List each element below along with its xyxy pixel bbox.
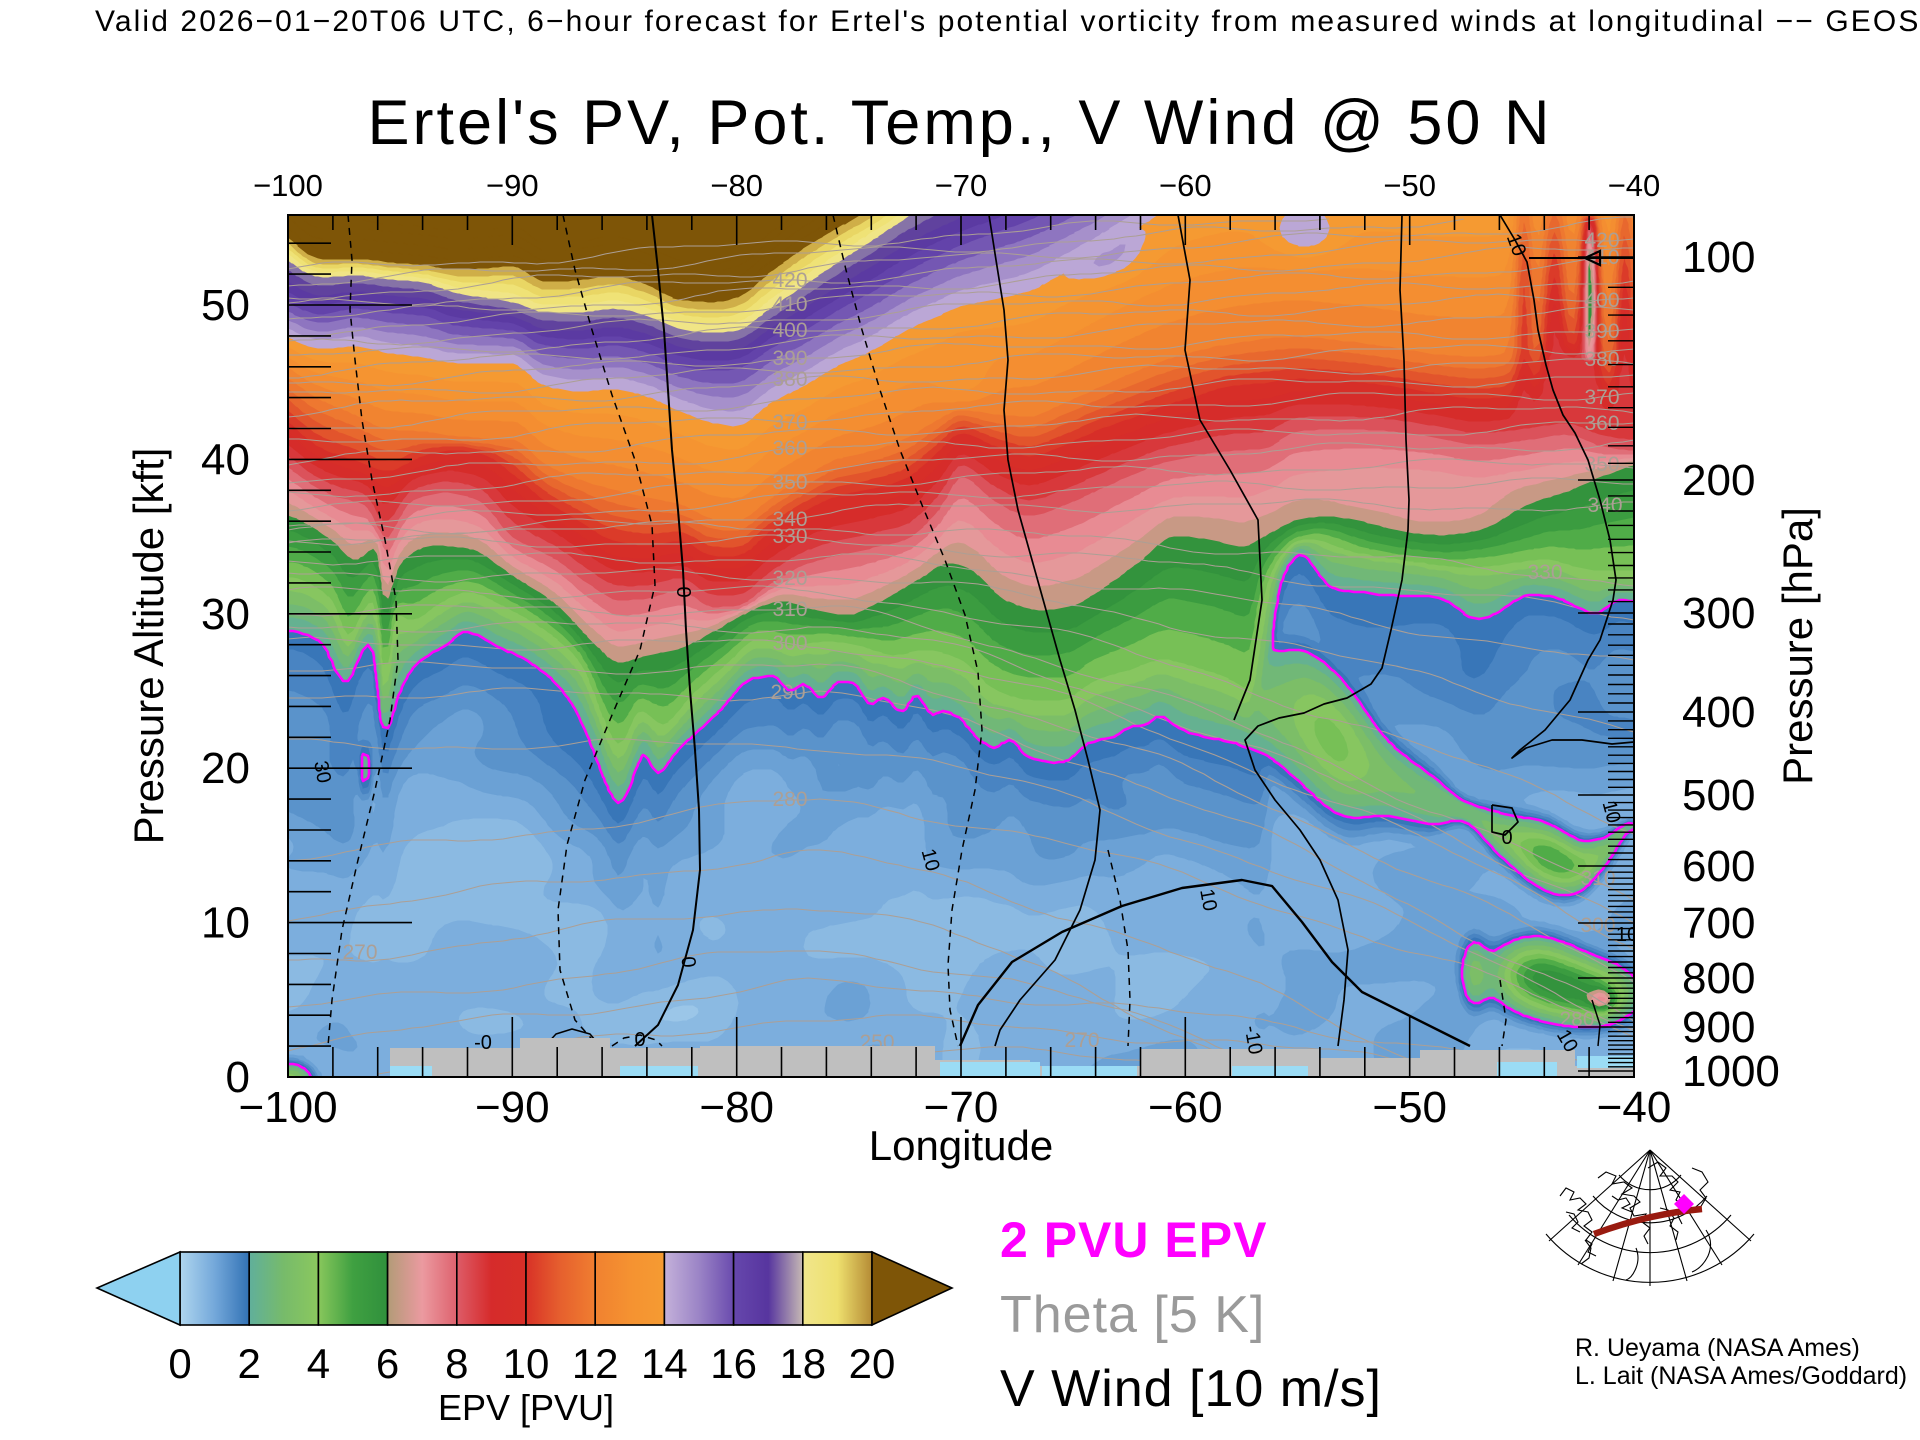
- svg-text:Pressure [hPa]: Pressure [hPa]: [1774, 507, 1821, 785]
- svg-text:12: 12: [572, 1340, 619, 1387]
- svg-text:330: 330: [1527, 561, 1562, 584]
- svg-text:Ertel's PV, Pot. Temp., V Wind: Ertel's PV, Pot. Temp., V Wind @ 50 N: [368, 88, 1553, 158]
- svg-text:350: 350: [772, 471, 807, 494]
- svg-text:270: 270: [1064, 1029, 1099, 1052]
- svg-text:−90: −90: [475, 1083, 550, 1132]
- svg-text:360: 360: [772, 437, 807, 460]
- svg-text:1000: 1000: [1682, 1047, 1780, 1096]
- svg-text:10: 10: [503, 1340, 550, 1387]
- svg-text:Theta [5 K]: Theta [5 K]: [1000, 1286, 1265, 1344]
- svg-text:−50: −50: [1383, 168, 1436, 203]
- svg-text:−70: −70: [924, 1083, 999, 1132]
- svg-text:−60: −60: [1159, 168, 1212, 203]
- svg-text:410: 410: [772, 293, 807, 316]
- svg-text:390: 390: [1584, 320, 1619, 343]
- svg-text:Valid 2026−01−20T06 UTC, 6−hou: Valid 2026−01−20T06 UTC, 6−hour forecast…: [95, 5, 1920, 38]
- svg-text:0: 0: [168, 1340, 191, 1387]
- svg-text:380: 380: [1584, 348, 1619, 371]
- svg-text:16: 16: [710, 1340, 757, 1387]
- svg-text:10: 10: [201, 899, 250, 948]
- svg-text:370: 370: [1584, 386, 1619, 409]
- svg-text:420: 420: [772, 269, 807, 292]
- svg-text:300: 300: [772, 632, 807, 655]
- svg-text:−100: −100: [253, 168, 323, 203]
- svg-text:−50: −50: [1372, 1083, 1447, 1132]
- svg-text:20: 20: [849, 1340, 896, 1387]
- svg-text:2: 2: [238, 1340, 261, 1387]
- svg-text:800: 800: [1682, 954, 1755, 1003]
- svg-text:−40: −40: [1608, 168, 1661, 203]
- svg-text:400: 400: [1584, 289, 1619, 312]
- svg-text:−40: −40: [1597, 1083, 1672, 1132]
- svg-text:−60: −60: [1148, 1083, 1223, 1132]
- svg-text:300: 300: [1682, 589, 1755, 638]
- svg-text:0: 0: [1501, 827, 1512, 849]
- svg-text:380: 380: [772, 368, 807, 391]
- svg-text:900: 900: [1682, 1003, 1755, 1052]
- svg-text:18: 18: [779, 1340, 826, 1387]
- svg-text:10: 10: [1195, 887, 1221, 913]
- svg-text:370: 370: [772, 411, 807, 434]
- svg-text:−90: −90: [486, 168, 539, 203]
- svg-text:340: 340: [1587, 494, 1622, 517]
- svg-text:Pressure Altitude [kft]: Pressure Altitude [kft]: [125, 448, 172, 845]
- svg-text:8: 8: [445, 1340, 468, 1387]
- svg-text:270: 270: [342, 941, 377, 964]
- svg-text:200: 200: [1682, 456, 1755, 505]
- svg-text:Longitude: Longitude: [869, 1122, 1054, 1169]
- svg-text:2 PVU EPV: 2 PVU EPV: [1000, 1212, 1267, 1268]
- svg-text:−70: −70: [935, 168, 988, 203]
- svg-text:20: 20: [201, 744, 250, 793]
- svg-text:340: 340: [772, 508, 807, 531]
- svg-text:500: 500: [1682, 771, 1755, 820]
- svg-text:40: 40: [201, 435, 250, 484]
- svg-text:−100: −100: [238, 1083, 337, 1132]
- svg-text:420: 420: [1584, 229, 1619, 252]
- svg-text:30: 30: [309, 759, 335, 785]
- svg-text:0: 0: [226, 1053, 250, 1102]
- svg-text:300: 300: [1580, 914, 1615, 937]
- svg-text:EPV [PVU]: EPV [PVU]: [438, 1387, 614, 1428]
- svg-text:-0: -0: [474, 1032, 492, 1054]
- svg-text:6: 6: [376, 1340, 399, 1387]
- svg-text:320: 320: [772, 567, 807, 590]
- svg-text:14: 14: [641, 1340, 688, 1387]
- svg-text:280: 280: [772, 788, 807, 811]
- svg-text:0: 0: [672, 586, 694, 597]
- svg-text:400: 400: [772, 319, 807, 342]
- svg-text:−80: −80: [699, 1083, 774, 1132]
- svg-text:400: 400: [1682, 688, 1755, 737]
- svg-text:−80: −80: [710, 168, 763, 203]
- svg-text:R. Ueyama (NASA Ames): R. Ueyama (NASA Ames): [1575, 1334, 1860, 1362]
- svg-text:V Wind [10 m/s]: V Wind [10 m/s]: [1000, 1360, 1382, 1418]
- svg-text:360: 360: [1584, 412, 1619, 435]
- svg-text:600: 600: [1682, 842, 1755, 891]
- svg-text:30: 30: [201, 590, 250, 639]
- svg-text:L. Lait (NASA Ames/Goddard): L. Lait (NASA Ames/Goddard): [1575, 1362, 1907, 1390]
- svg-text:4: 4: [307, 1340, 330, 1387]
- svg-text:330: 330: [772, 525, 807, 548]
- svg-text:0: 0: [677, 955, 700, 968]
- svg-text:700: 700: [1682, 899, 1755, 948]
- svg-text:-10: -10: [1240, 1024, 1267, 1056]
- svg-text:350: 350: [1584, 453, 1619, 476]
- svg-text:0: 0: [634, 1029, 645, 1051]
- svg-text:390: 390: [772, 347, 807, 370]
- svg-text:50: 50: [201, 281, 250, 330]
- svg-text:100: 100: [1682, 233, 1755, 282]
- svg-text:310: 310: [772, 598, 807, 621]
